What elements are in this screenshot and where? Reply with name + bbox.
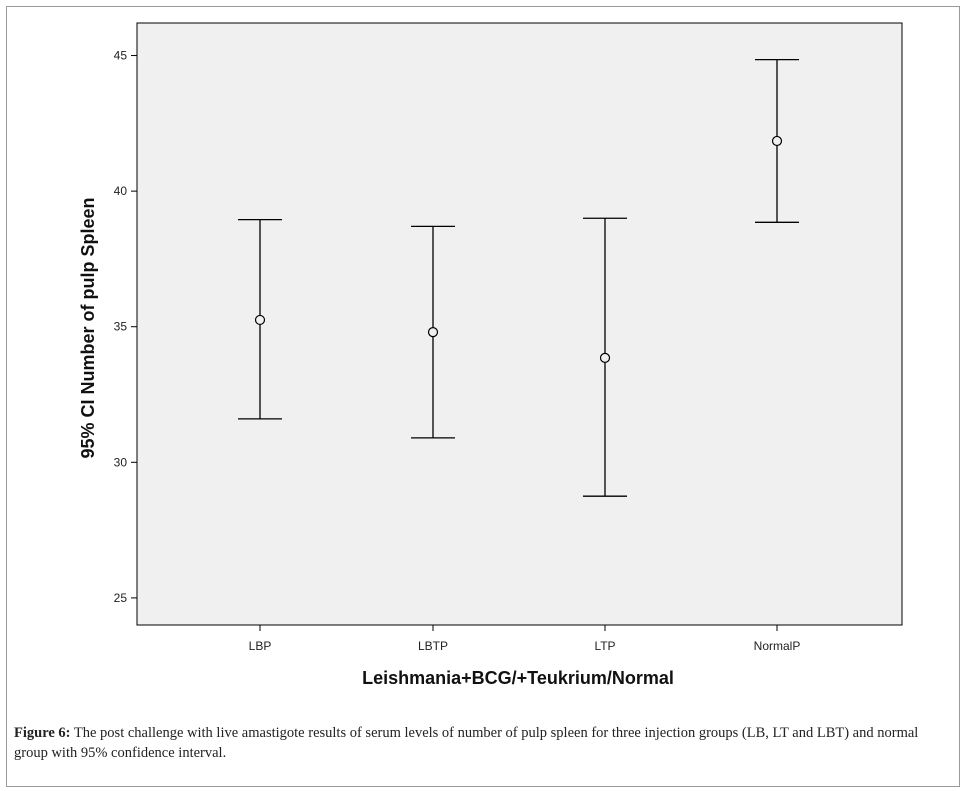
y-tick-label: 40 xyxy=(114,184,128,198)
chart: 25 30 35 40 45 LBP LBTP LTP NormalP 95% CI Numb… xyxy=(78,22,903,688)
y-tick-label: 35 xyxy=(114,320,128,334)
mean-point xyxy=(427,327,439,338)
mean-point xyxy=(771,135,783,147)
mean-point xyxy=(254,314,266,326)
caption-label: Figure 6: xyxy=(14,725,71,741)
y-tick-label: 45 xyxy=(114,49,128,63)
caption-text: The post challenge with live amastigote … xyxy=(14,725,919,761)
figure-caption: Figure 6: The post challenge with live a… xyxy=(14,723,954,763)
mean-point xyxy=(599,352,611,363)
y-tick-label: 30 xyxy=(114,455,128,469)
x-tick-label: LBP xyxy=(249,639,272,653)
y-axis: 25 30 35 40 45 xyxy=(114,49,137,605)
x-tick-label: LBTP xyxy=(418,639,448,653)
y-tick-label: 25 xyxy=(114,591,128,605)
x-tick-label: NormalP xyxy=(754,639,801,653)
x-axis: LBP LBTP LTP NormalP xyxy=(249,625,801,653)
plot-area xyxy=(136,22,903,626)
x-tick-label: LTP xyxy=(594,639,615,653)
x-axis-title: Leishmania+BCG/+Teukrium/Normal xyxy=(362,668,674,688)
error-bars xyxy=(238,58,799,497)
y-axis-title: 95% CI Number of pulp Spleen xyxy=(78,197,98,458)
